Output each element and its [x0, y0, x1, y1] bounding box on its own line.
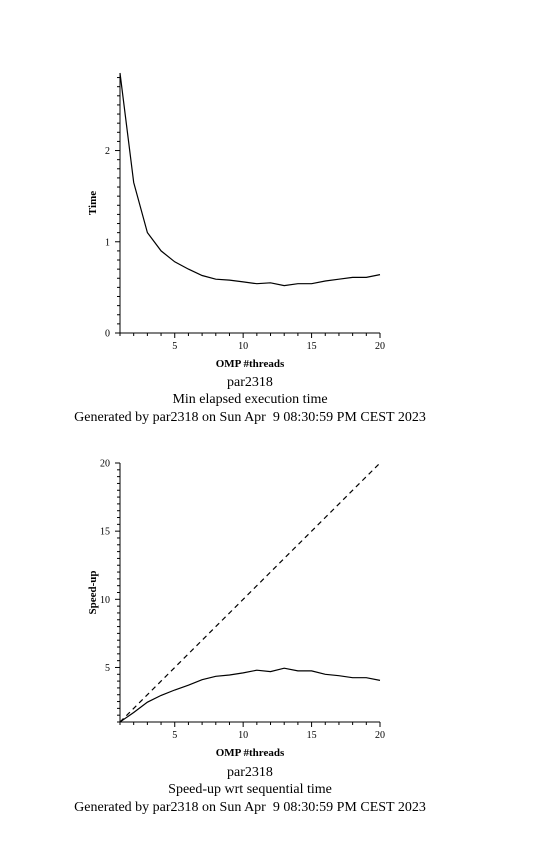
chart1-y-tick-label: 0 [105, 329, 110, 340]
chart1-y-tick-label: 1 [105, 237, 110, 248]
chart1-series-line [119, 72, 381, 287]
chart1-x-tick-label: 15 [307, 341, 317, 352]
chart1-caption-subtitle: Min elapsed execution time [172, 392, 328, 407]
chart1-x-tick-label: 5 [172, 341, 177, 352]
chart2-x-axis-label: OMP #threads [216, 747, 285, 759]
chart1-y-axis-label: Time [87, 191, 99, 215]
chart2-y-axis-label: Speed-up [87, 570, 99, 614]
chart2-caption-subtitle: Speed-up wrt sequential time [168, 782, 332, 797]
chart1-caption-title: par2318 [227, 375, 273, 390]
chart1-x-tick-label: 10 [238, 341, 248, 352]
chart2-x-tick-label: 20 [375, 730, 385, 741]
chart2-series-line [119, 667, 381, 723]
chart2-y-tick-label: 10 [100, 595, 110, 606]
chart1-caption-generated: Generated by par2318 on Sun Apr 9 08:30:… [74, 410, 426, 425]
chart2-x-tick-label: 15 [307, 730, 317, 741]
chart1-y-tick-label: 2 [105, 146, 110, 157]
chart2-caption-generated: Generated by par2318 on Sun Apr 9 08:30:… [74, 800, 426, 815]
chart2-y-tick-label: 5 [105, 663, 110, 674]
chart2-x-tick-label: 5 [172, 730, 177, 741]
chart1-x-tick-label: 20 [375, 341, 385, 352]
chart2-series-ideal-line [119, 462, 381, 723]
chart2-caption-title: par2318 [227, 765, 273, 780]
chart2-y-tick-label: 15 [100, 527, 110, 538]
chart2-x-tick-label: 10 [238, 730, 248, 741]
chart2-y-tick-label: 20 [100, 459, 110, 470]
chart1-x-axis-label: OMP #threads [216, 358, 285, 370]
